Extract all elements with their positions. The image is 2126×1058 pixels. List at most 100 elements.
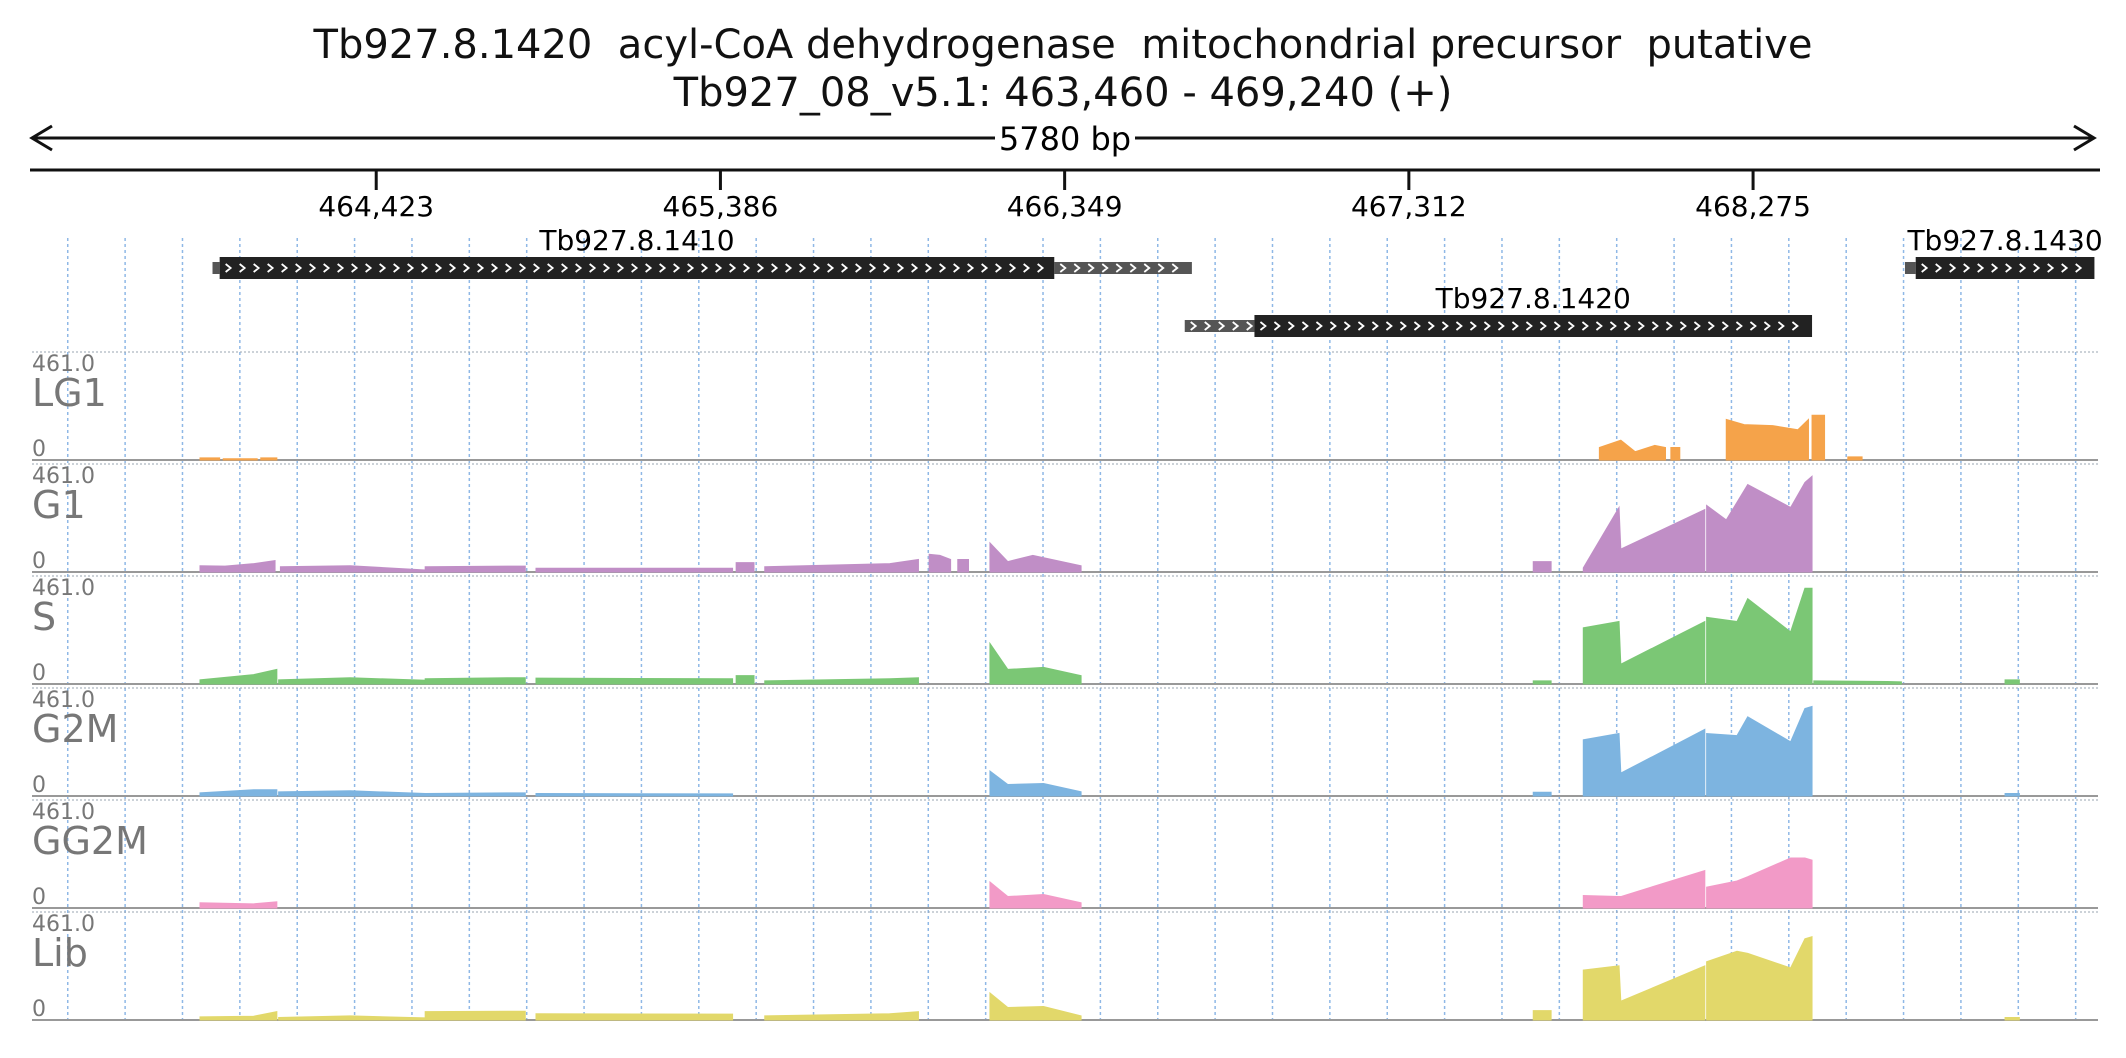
coverage-area [199, 901, 278, 909]
coverage-area [2004, 679, 2020, 685]
span-arrow: 5780 bp [29, 120, 2097, 158]
gene-utr5 [1184, 320, 1255, 332]
ruler-tick-label: 467,312 [1351, 190, 1467, 223]
track-max-label: 461.0 [32, 688, 95, 713]
coordinate-ruler: 464,423 465,386 466,349 467,312 468,275 [30, 168, 2100, 223]
gene-utr5 [1904, 262, 1916, 274]
left-arrowhead-icon [29, 124, 53, 152]
coverage-area [279, 565, 426, 573]
gene-cds [1915, 257, 2095, 279]
coverage-area [278, 790, 426, 797]
coverage-area [764, 1011, 919, 1021]
coverage-area [1847, 456, 1863, 461]
coverage-area [424, 677, 526, 685]
coverage-area [535, 1013, 734, 1021]
coverage-area [199, 457, 221, 461]
track-max-label: 461.0 [32, 800, 95, 825]
gene-feature[interactable]: Tb927.8.1420 [1184, 282, 1813, 337]
coverage-area [928, 553, 952, 573]
track-name-label: G2M [32, 707, 118, 751]
coverage-area [199, 1011, 278, 1021]
coverage-area [1670, 447, 1681, 461]
coverage-area [1582, 620, 1706, 685]
gene-label: Tb927.8.1410 [538, 224, 734, 257]
right-arrowhead-icon [2073, 124, 2097, 152]
coverage-area [199, 559, 276, 573]
locus-subtitle: Tb927_08_v5.1: 463,460 - 469,240 (+) [673, 70, 1453, 116]
track-name-label: S [32, 595, 56, 639]
gene-label: Tb927.8.1420 [1435, 282, 1631, 315]
coverage-area [1582, 869, 1706, 909]
track-min-label: 0 [32, 997, 46, 1022]
track-max-label: 461.0 [32, 912, 95, 937]
gene-feature[interactable]: Tb927.8.1430 [1904, 224, 2103, 279]
track-min-label: 0 [32, 885, 46, 910]
coverage-track-s[interactable]: 461.0S 0 [32, 575, 2098, 686]
ruler-tick-label: 464,423 [318, 190, 434, 223]
coverage-area [1532, 561, 1552, 573]
coverage-area [1725, 418, 1809, 461]
coverage-area [278, 677, 426, 685]
coverage-area [424, 565, 526, 573]
track-max-label: 461.0 [32, 352, 95, 377]
coverage-area [1532, 680, 1552, 685]
track-name-label: Lib [32, 931, 88, 975]
coverage-area [1532, 791, 1552, 797]
coverage-area [260, 457, 278, 461]
coverage-area [424, 792, 526, 797]
coverage-area [735, 562, 755, 573]
track-name-label: G1 [32, 483, 86, 527]
coverage-area [1706, 936, 1813, 1021]
track-min-label: 0 [32, 437, 46, 462]
coverage-area [222, 458, 258, 461]
strand-chevrons [1921, 263, 2083, 273]
coverage-area [1811, 414, 1826, 461]
ruler-tick-label: 468,275 [1695, 190, 1811, 223]
coverage-area [535, 567, 734, 573]
coverage-area [989, 641, 1082, 685]
gene-utr5 [212, 262, 220, 274]
coverage-area [2004, 1017, 2020, 1021]
coverage-area [535, 677, 734, 685]
track-min-label: 0 [32, 773, 46, 798]
track-name-label: GG2M [32, 819, 148, 863]
gene-feature[interactable]: Tb927.8.1410 [212, 224, 1192, 279]
page-title: Tb927.8.1420 acyl-CoA dehydrogenase mito… [313, 22, 1813, 68]
coverage-area [989, 880, 1082, 909]
track-max-label: 461.0 [32, 576, 95, 601]
ruler-tick-label: 465,386 [663, 190, 779, 223]
coverage-area [1532, 1010, 1552, 1021]
coverage-tracks: 461.0LG10461.0G10461.0S0461.0G2M0461.0GG… [32, 351, 2098, 1022]
coverage-area [424, 1010, 526, 1021]
strand-chevrons [1059, 263, 1179, 273]
coverage-area [764, 558, 919, 573]
coverage-area [989, 541, 1082, 573]
span-label: 5780 bp [999, 120, 1131, 158]
coverage-area [764, 677, 919, 685]
ruler-tick-label: 466,349 [1007, 190, 1123, 223]
coverage-area [1706, 705, 1813, 797]
track-min-label: 0 [32, 661, 46, 686]
coverage-area [1598, 439, 1666, 461]
coverage-area [989, 991, 1082, 1021]
coverage-area [1706, 587, 1813, 685]
gene-label: Tb927.8.1430 [1906, 224, 2102, 257]
coverage-area [199, 789, 278, 797]
strand-chevrons [225, 263, 1045, 273]
coverage-track-g1[interactable]: 461.0G1 0 [32, 463, 2098, 574]
coverage-area [1706, 475, 1813, 573]
coverage-area [957, 559, 969, 573]
coverage-area [1706, 857, 1813, 909]
track-min-label: 0 [32, 549, 46, 574]
gene-cds [1254, 315, 1813, 337]
coverage-area [1582, 965, 1706, 1021]
coverage-area [1582, 505, 1706, 573]
coverage-area [1813, 680, 1902, 685]
coverage-area [989, 770, 1082, 797]
coverage-area [2004, 793, 2020, 797]
